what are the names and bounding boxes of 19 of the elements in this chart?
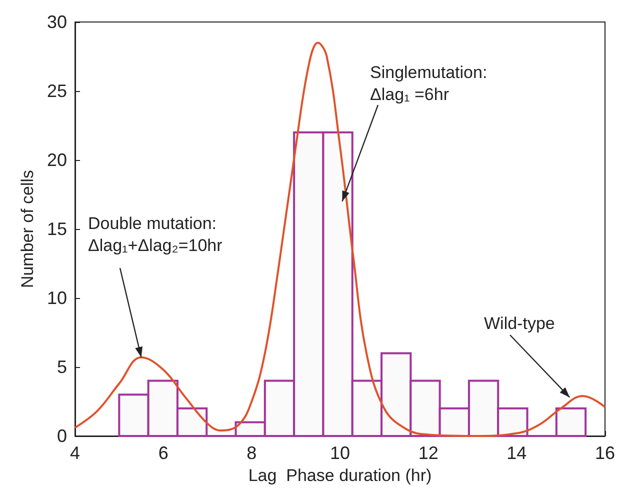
y-tick-label: 5 (56, 357, 67, 377)
x-axis-title: Lag Phase duration (hr) (248, 466, 432, 485)
x-tick-label: 8 (246, 443, 257, 463)
x-tick-label: 10 (330, 443, 350, 463)
x-tick-label: 14 (506, 443, 527, 463)
annotation: Double mutation: Δlag₁+Δlag₂=10hr (88, 213, 222, 257)
annotation: Wild-type (484, 313, 555, 335)
y-axis-title: Number of cells (18, 170, 38, 288)
y-tick-label: 30 (46, 12, 67, 32)
y-tick-label: 10 (46, 288, 67, 308)
y-tick-label: 0 (56, 426, 67, 446)
annotation: Singlemutation: Δlag₁ =6hr (370, 62, 488, 106)
x-tick-label: 4 (70, 443, 80, 463)
y-tick-label: 15 (46, 219, 67, 239)
y-tick-label: 20 (46, 150, 67, 170)
x-tick-label: 16 (594, 443, 616, 463)
x-tick-label: 12 (418, 443, 438, 463)
y-tick-label: 25 (46, 81, 67, 101)
x-tick-label: 6 (158, 443, 168, 463)
